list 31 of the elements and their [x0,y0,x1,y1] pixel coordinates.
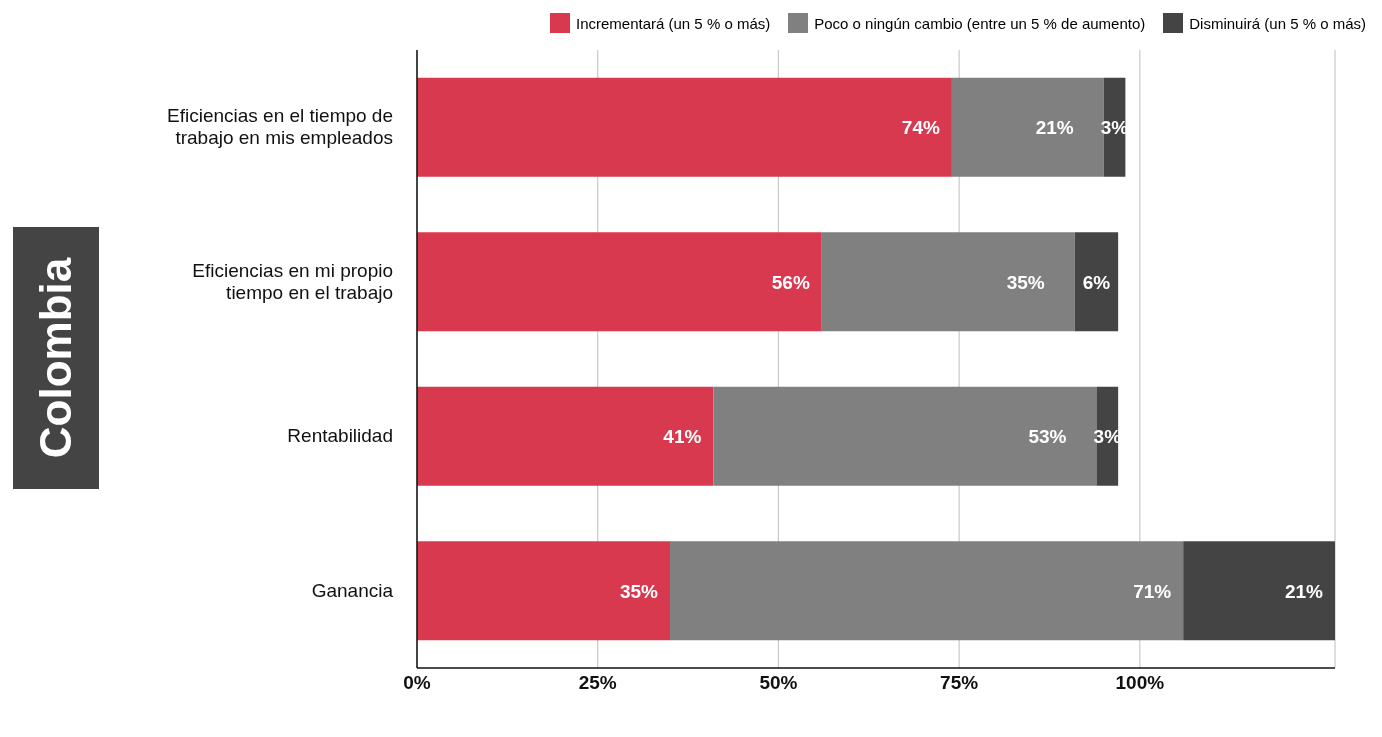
data-label: 74% [901,117,940,139]
x-tick-label: 0% [403,672,431,694]
data-label: 41% [663,426,702,448]
bar [417,77,952,177]
y-tick-label: Ganancia [311,579,394,601]
y-tick-label: Rentabilidad [287,425,393,447]
data-label: 56% [771,271,810,293]
bar [417,386,714,486]
y-axis-title: Colombia [31,257,81,459]
data-label: 71% [1133,580,1172,602]
data-label: 35% [619,580,659,602]
bar [669,541,1184,641]
bar [1074,232,1119,332]
data-label: 21% [1284,580,1324,602]
y-tick-label: Eficiencias en el tiempo de trabajo en mis empleados [166,105,393,149]
bar [821,232,1075,332]
x-tick-label: 75% [940,672,979,694]
x-tick-label: 50% [759,672,798,694]
data-label: 6% [1082,271,1111,293]
x-tick-label: 25% [578,672,617,694]
y-tick-label: Eficiencias en mi propio tiempo en el trabajo [192,259,393,303]
legend-label: Incrementará (un 5 % o más) [575,14,771,32]
bar [1183,541,1335,641]
bar [417,541,670,641]
bar [417,232,822,332]
x-tick-label: 100% [1115,672,1165,694]
data-label: 21% [1035,117,1074,139]
legend-label: Poco o ningún cambio (entre un 5 % de aumento) [814,14,1146,32]
data-label: 35% [1006,271,1045,293]
legend-label: Disminuirá (un 5 % o más) [1189,14,1366,32]
data-label: 53% [1028,426,1067,448]
